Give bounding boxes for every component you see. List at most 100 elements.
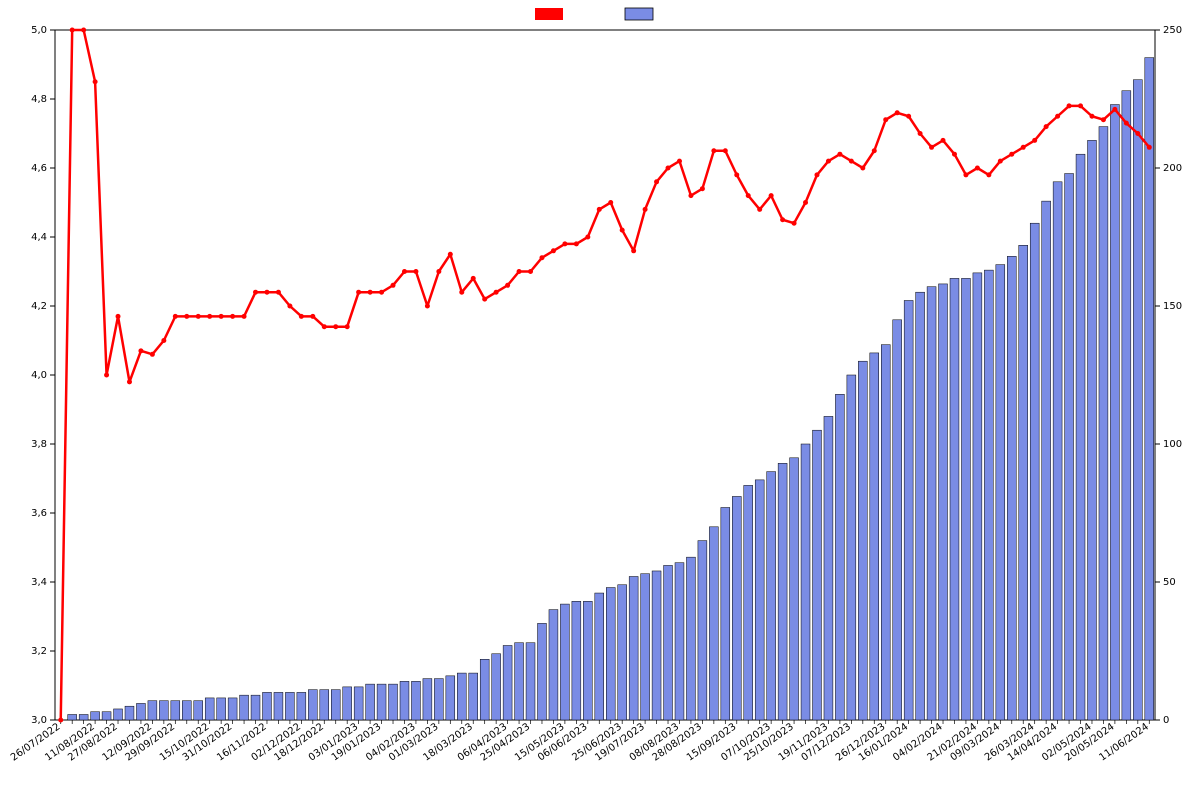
y-left-tick-label: 4,0 (31, 370, 47, 381)
bar (148, 701, 157, 720)
bar (1076, 154, 1085, 720)
bar (102, 712, 111, 720)
line-marker (459, 290, 464, 295)
bar (1110, 105, 1119, 720)
bar (469, 673, 478, 720)
bar (790, 458, 799, 720)
line-marker (780, 217, 785, 222)
bar (950, 278, 959, 720)
line-marker (734, 172, 739, 177)
line-marker (471, 276, 476, 281)
line-marker (253, 290, 258, 295)
bar (870, 353, 879, 720)
bar (400, 681, 409, 720)
line-marker (803, 200, 808, 205)
bar (755, 480, 764, 720)
line-marker (116, 314, 121, 319)
y-left-tick-label: 3,4 (31, 577, 47, 588)
bar (411, 681, 420, 720)
y-left-tick-label: 3,6 (31, 508, 47, 519)
line-marker (528, 269, 533, 274)
bar (675, 563, 684, 720)
y-right-tick-label: 0 (1163, 715, 1169, 726)
bar (354, 687, 363, 720)
line-marker (127, 379, 132, 384)
line-marker (643, 207, 648, 212)
bar (263, 692, 272, 720)
bar (136, 703, 145, 720)
line-marker (849, 159, 854, 164)
bar (595, 593, 604, 720)
bar (251, 695, 260, 720)
bar (858, 361, 867, 720)
combo-chart: 3,03,23,43,63,84,04,24,44,64,85,00501001… (0, 0, 1200, 800)
line-marker (368, 290, 373, 295)
y-left-tick-label: 4,6 (31, 163, 47, 174)
line-marker (413, 269, 418, 274)
line-marker (333, 324, 338, 329)
line-marker (620, 228, 625, 233)
y-left-tick-label: 4,4 (31, 232, 47, 243)
line-marker (1021, 145, 1026, 150)
bar (320, 690, 329, 720)
bar (961, 278, 970, 720)
bar (824, 416, 833, 720)
line-marker (941, 138, 946, 143)
bar (182, 701, 191, 720)
bar (343, 687, 352, 720)
line-marker (264, 290, 269, 295)
line-marker (608, 200, 613, 205)
line-marker (425, 304, 430, 309)
bar (698, 541, 707, 720)
line-marker (792, 221, 797, 226)
bar (68, 714, 77, 720)
bar (893, 320, 902, 720)
line-marker (58, 718, 63, 723)
bar (1030, 223, 1039, 720)
bar (916, 292, 925, 720)
line-marker (276, 290, 281, 295)
line-marker (230, 314, 235, 319)
bar (732, 496, 741, 720)
y-right-tick-label: 100 (1163, 439, 1182, 450)
bar (835, 394, 844, 720)
y-right-tick-label: 250 (1163, 25, 1182, 36)
bar (744, 485, 753, 720)
line-marker (345, 324, 350, 329)
line-marker (494, 290, 499, 295)
bar (686, 557, 695, 720)
line-marker (952, 152, 957, 157)
bar (159, 701, 168, 720)
line-marker (539, 255, 544, 260)
line-marker (769, 193, 774, 198)
line-marker (883, 117, 888, 122)
bar (1053, 182, 1062, 720)
line-marker (814, 172, 819, 177)
bar (572, 601, 581, 720)
bar (1088, 140, 1097, 720)
line-marker (161, 338, 166, 343)
line-marker (1032, 138, 1037, 143)
bar (927, 287, 936, 720)
bar (939, 284, 948, 720)
y-left-tick-label: 3,0 (31, 715, 47, 726)
bar (973, 273, 982, 720)
line-marker (929, 145, 934, 150)
line-marker (505, 283, 510, 288)
line-marker (1089, 114, 1094, 119)
line-marker (1078, 103, 1083, 108)
line-marker (448, 252, 453, 257)
bar (767, 472, 776, 720)
line-marker (299, 314, 304, 319)
line-marker (1067, 103, 1072, 108)
line-marker (104, 373, 109, 378)
line-marker (688, 193, 693, 198)
line-marker (219, 314, 224, 319)
bar (457, 673, 466, 720)
line-marker (93, 79, 98, 84)
line-marker (895, 110, 900, 115)
line-marker (666, 166, 671, 171)
line-marker (551, 248, 556, 253)
bar (549, 610, 558, 720)
line-marker (757, 207, 762, 212)
